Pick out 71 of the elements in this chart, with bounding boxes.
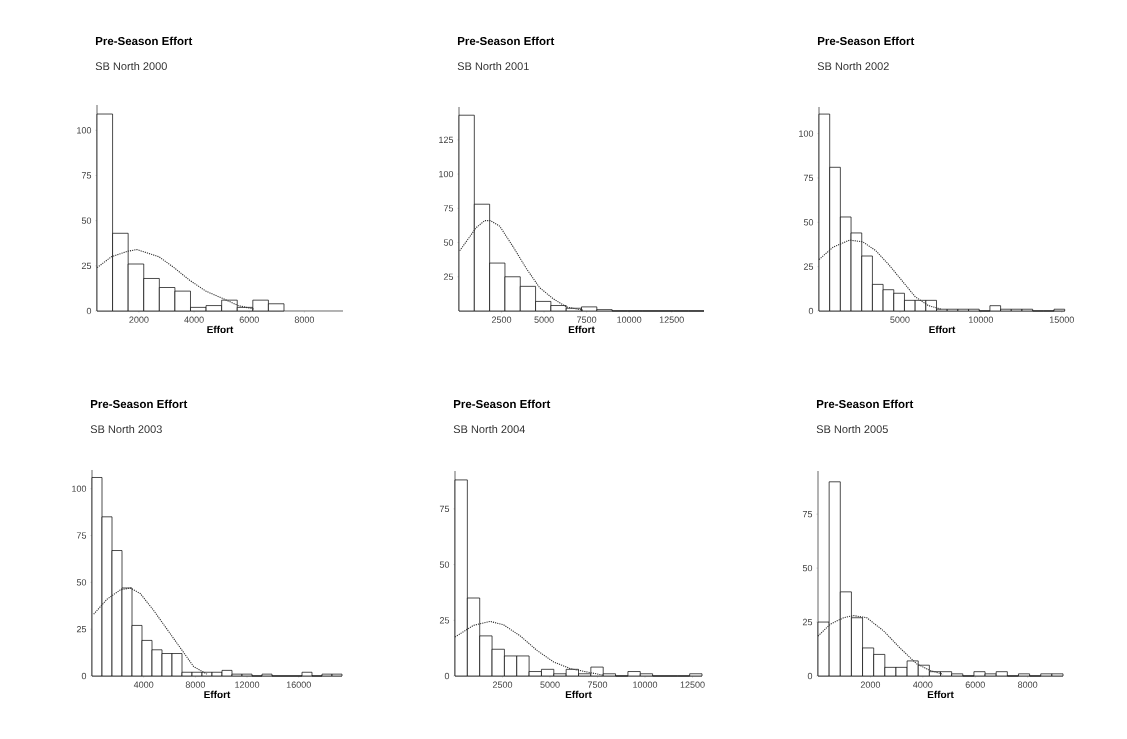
x-tick-label: 8000: [294, 316, 315, 323]
y-tick-label: 0: [86, 307, 92, 315]
y-tick-label: 50: [803, 219, 814, 226]
y-tick-label: 100: [799, 130, 814, 137]
y-tick-label: 0: [444, 672, 450, 680]
x-tick-label: 5000: [534, 316, 554, 323]
y-tick-label: 125: [439, 136, 454, 144]
x-axis-title: Effort: [927, 690, 954, 699]
y-tick-label: 75: [803, 174, 814, 182]
y-tick-label: 25: [81, 262, 92, 270]
chart-subtitle: SB North 2000: [95, 62, 167, 71]
y-tick-label: 50: [76, 579, 87, 586]
y-tick-label: 75: [439, 505, 450, 513]
y-tick-label: 75: [443, 205, 454, 212]
y-tick-label: 0: [808, 307, 814, 315]
x-tick-label: 4000: [133, 681, 154, 688]
chart-subtitle: SB North 2005: [816, 425, 888, 434]
x-tick-label: 10000: [617, 316, 642, 323]
x-axis-title: Effort: [568, 325, 595, 334]
x-tick-label: 2000: [860, 681, 881, 688]
y-tick-label: 100: [72, 485, 87, 492]
y-tick-label: 100: [77, 127, 92, 134]
x-tick-label: 2000: [129, 316, 149, 323]
x-axis-title: Effort: [204, 690, 231, 699]
y-tick-label: 50: [439, 561, 450, 568]
chart-title: Pre-Season Effort: [817, 36, 915, 46]
x-tick-label: 5000: [890, 316, 910, 323]
y-tick-label: 50: [81, 217, 92, 224]
chart-subtitle: SB North 2001: [457, 62, 529, 71]
x-tick-label: 16000: [286, 681, 311, 688]
y-tick-label: 25: [443, 273, 454, 280]
y-tick-label: 25: [803, 263, 814, 270]
chart-subtitle: SB North 2002: [817, 62, 889, 71]
y-tick-label: 25: [439, 617, 450, 624]
x-tick-label: 7500: [587, 681, 608, 688]
chart-title: Pre-Season Effort: [457, 36, 555, 46]
x-tick-label: 6000: [239, 316, 259, 323]
x-tick-label: 12500: [659, 316, 684, 323]
y-tick-label: 50: [802, 564, 813, 572]
x-tick-label: 8000: [1018, 681, 1038, 688]
y-tick-label: 75: [81, 172, 92, 179]
x-tick-label: 6000: [965, 681, 985, 688]
chart-subtitle: SB North 2004: [453, 425, 526, 434]
y-tick-label: 75: [76, 532, 87, 539]
x-tick-label: 15000: [1049, 316, 1074, 323]
x-tick-label: 10000: [633, 681, 658, 688]
x-tick-label: 5000: [540, 681, 560, 688]
x-tick-label: 12000: [235, 681, 260, 688]
y-tick-label: 25: [76, 625, 87, 633]
x-tick-label: 2500: [491, 316, 512, 323]
y-tick-label: 0: [81, 672, 87, 680]
x-tick-label: 10000: [969, 316, 994, 323]
chart-title: Pre-Season Effort: [453, 399, 551, 409]
x-tick-label: 4000: [184, 316, 204, 323]
chart-subtitle: SB North 2003: [90, 425, 162, 434]
chart-title: Pre-Season Effort: [90, 399, 188, 409]
x-axis-title: Effort: [207, 325, 234, 334]
x-tick-label: 8000: [185, 681, 206, 688]
x-axis-title: Effort: [929, 325, 956, 334]
x-tick-label: 2500: [492, 681, 513, 688]
chart-title: Pre-Season Effort: [95, 36, 193, 46]
x-axis-title: Effort: [565, 690, 592, 699]
y-tick-label: 25: [802, 618, 813, 626]
x-tick-label: 12500: [680, 681, 705, 688]
y-tick-label: 50: [443, 239, 454, 246]
y-tick-label: 100: [439, 170, 454, 178]
x-tick-label: 7500: [577, 316, 597, 323]
chart-title: Pre-Season Effort: [816, 399, 914, 409]
y-tick-label: 0: [807, 672, 813, 680]
x-tick-label: 4000: [913, 681, 933, 688]
y-tick-label: 75: [802, 511, 813, 518]
